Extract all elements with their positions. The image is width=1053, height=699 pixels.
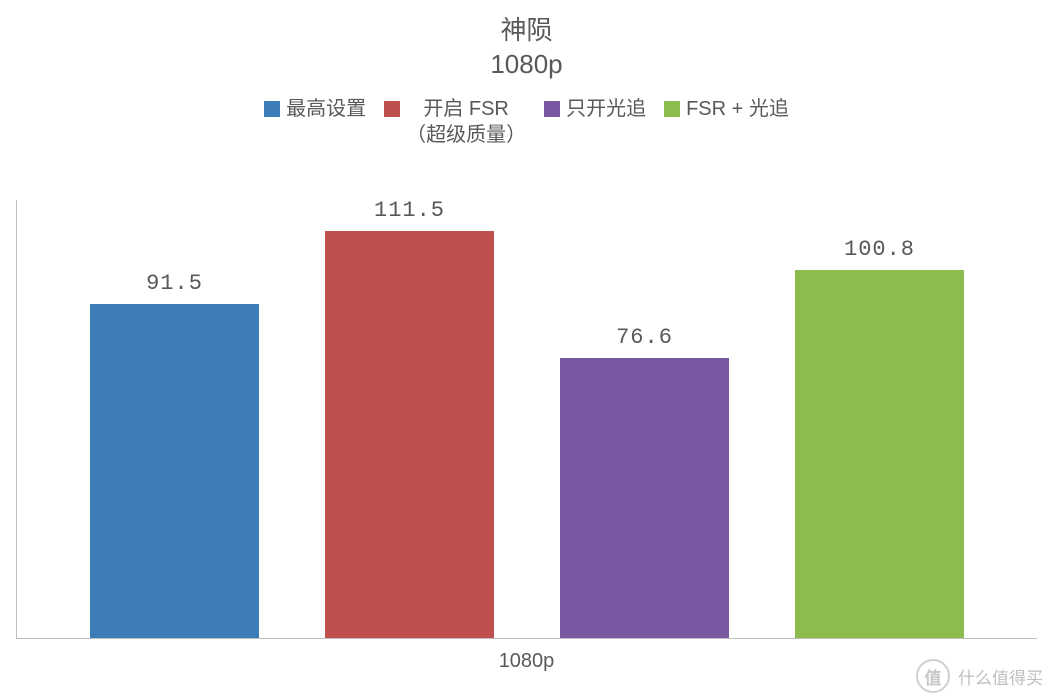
bar-label-1: 111.5 <box>374 198 445 223</box>
legend-item-1: 开启 FSR （超级质量） <box>384 96 526 148</box>
watermark-badge-icon: 值 <box>916 659 950 693</box>
chart-legend: 最高设置 开启 FSR （超级质量） 只开光追 FSR + 光追 <box>0 96 1053 148</box>
bar-3: 100.8 <box>795 270 964 638</box>
bar-label-0: 91.5 <box>146 271 203 296</box>
bar-slot-1: 111.5 <box>292 200 527 638</box>
bars-group: 91.5 111.5 76.6 100.8 <box>17 200 1037 638</box>
bar-2: 76.6 <box>560 358 729 638</box>
bar-label-2: 76.6 <box>616 325 673 350</box>
legend-item-3: FSR + 光追 <box>664 96 789 122</box>
legend-label-0: 最高设置 <box>286 96 366 122</box>
legend-label-3: FSR + 光追 <box>686 96 789 122</box>
plot-area: 91.5 111.5 76.6 100.8 <box>16 200 1037 639</box>
bar-slot-3: 100.8 <box>762 200 997 638</box>
x-axis-label: 1080p <box>0 650 1053 673</box>
legend-label-2: 只开光追 <box>566 96 646 122</box>
legend-item-0: 最高设置 <box>264 96 366 122</box>
watermark: 值 什么值得买 <box>916 659 1043 693</box>
bar-slot-2: 76.6 <box>527 200 762 638</box>
bar-label-3: 100.8 <box>844 237 915 262</box>
chart-container: 神陨 1080p 最高设置 开启 FSR （超级质量） 只开光追 FSR + 光… <box>0 0 1053 699</box>
chart-subtitle: 1080p <box>0 48 1053 82</box>
legend-swatch-0 <box>264 101 280 117</box>
bar-0: 91.5 <box>90 304 259 638</box>
legend-swatch-3 <box>664 101 680 117</box>
bar-slot-0: 91.5 <box>57 200 292 638</box>
watermark-text: 什么值得买 <box>958 664 1043 689</box>
legend-label-1: 开启 FSR （超级质量） <box>406 96 526 148</box>
legend-swatch-1 <box>384 101 400 117</box>
chart-title-block: 神陨 1080p <box>0 0 1053 82</box>
legend-item-2: 只开光追 <box>544 96 646 122</box>
legend-swatch-2 <box>544 101 560 117</box>
chart-title: 神陨 <box>0 14 1053 48</box>
bar-1: 111.5 <box>325 231 494 638</box>
